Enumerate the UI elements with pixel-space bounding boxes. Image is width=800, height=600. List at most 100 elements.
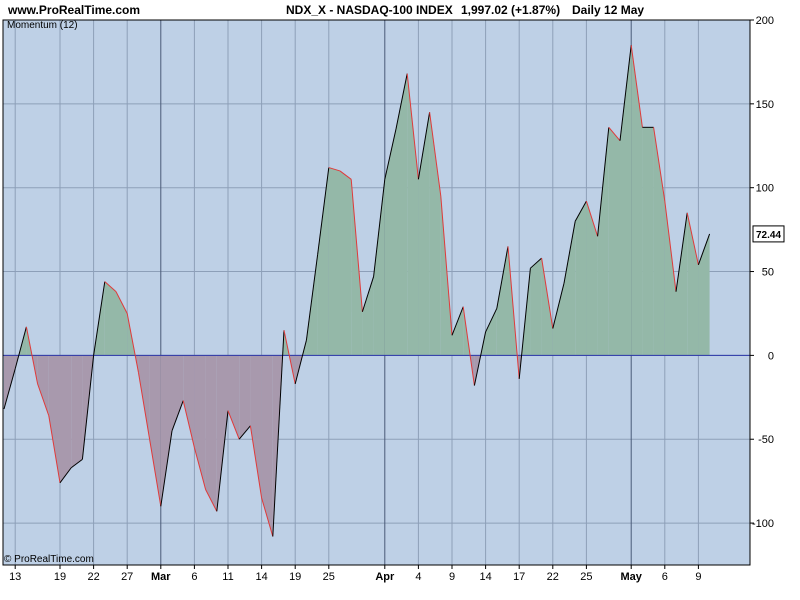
site-name: www.ProRealTime.com (7, 3, 140, 17)
x-tick-label: 11 (222, 571, 233, 583)
line-segment (507, 246, 520, 379)
last-value-box (752, 225, 785, 243)
x-tick-label: 22 (547, 571, 559, 583)
line-segment (440, 196, 453, 336)
area-segment (608, 127, 620, 356)
area-segment (564, 221, 576, 356)
line-segment (518, 268, 531, 379)
area-segment (597, 127, 609, 356)
area-segment (239, 355, 251, 440)
area-fill (4, 45, 710, 537)
line-segment (350, 179, 363, 312)
line-segment (283, 330, 296, 384)
area-segment (541, 258, 553, 356)
line-segment (193, 447, 207, 490)
line-segment (429, 112, 442, 197)
line-segment (630, 45, 643, 128)
x-tick-label: 6 (191, 571, 197, 583)
line-segment (272, 330, 285, 537)
area-segment (687, 212, 699, 356)
line-segment (227, 410, 240, 440)
line-segment (3, 368, 16, 410)
line-segment (417, 112, 431, 180)
line-segment (115, 291, 128, 314)
x-tick-label: May (620, 571, 642, 583)
area-segment (205, 355, 217, 512)
instrument-title: NDX_X - NASDAQ-100 INDEX (286, 3, 453, 17)
copyright: © ProRealTime.com (4, 554, 94, 565)
line-segment (697, 233, 711, 266)
area-segment (586, 201, 598, 356)
line-segment (406, 73, 419, 180)
line-segment (541, 258, 554, 329)
area-segment (351, 179, 363, 356)
x-tick-label: 14 (479, 571, 491, 583)
area-segment (37, 355, 49, 416)
line-segment (496, 246, 509, 309)
line-segment (530, 257, 542, 269)
line-segment (216, 410, 229, 512)
y-tick-label: 200 (756, 15, 774, 27)
area-segment (228, 355, 240, 440)
x-tick-label: 17 (513, 571, 525, 583)
y-tick-label: 100 (756, 183, 774, 195)
area-segment (216, 355, 228, 512)
area-segment (631, 45, 643, 356)
x-tick-label: 19 (54, 571, 66, 583)
area-segment (452, 306, 464, 356)
line-segment (149, 439, 162, 507)
area-segment (4, 355, 16, 410)
line-segment (664, 201, 677, 292)
area-segment (418, 112, 430, 356)
area-segment (496, 246, 508, 356)
x-tick-label: 6 (662, 571, 668, 583)
last-value-label: 72.44 (756, 230, 781, 241)
line-segment (205, 489, 218, 512)
line-segment (485, 308, 498, 333)
area-segment (407, 73, 419, 356)
area-segment (664, 201, 676, 356)
line-segment (473, 331, 487, 386)
line-segment (137, 372, 151, 440)
x-tick-label: 9 (449, 571, 455, 583)
area-segment (48, 355, 60, 483)
line-segment (14, 326, 27, 369)
last-value-badge: 72.44 (752, 225, 785, 243)
line-segment (261, 497, 274, 537)
line-segment (361, 276, 375, 312)
x-axis: 13 19 22 27 Mar 6 11 14 19 25 Apr 4 9 14 17 22 25 May 6 9 (9, 565, 701, 583)
line-segment (25, 326, 39, 384)
line-segment (675, 212, 688, 292)
x-tick-label: Apr (375, 571, 395, 583)
line-segment (563, 221, 576, 284)
line-segment (384, 128, 397, 180)
x-tick-label: 13 (9, 571, 21, 583)
y-tick-label: 0 (768, 350, 774, 362)
x-tick-label: 27 (121, 571, 133, 583)
y-axis: 200 150 100 50 0 -50 -100 (750, 15, 774, 530)
x-tick-label: 19 (289, 571, 301, 583)
area-segment (676, 212, 688, 356)
line-segment (608, 127, 621, 142)
area-segment (104, 281, 116, 356)
area-segment (552, 283, 564, 356)
area-segment (429, 112, 441, 356)
x-tick-label: 9 (695, 571, 701, 583)
line-segment (574, 200, 587, 222)
area-segment (384, 129, 396, 356)
area-segment (194, 355, 206, 490)
area-segment (160, 355, 172, 507)
area-segment (373, 179, 385, 356)
line-segment (619, 45, 632, 141)
price-change: 1,997.02 (+1.87%) (461, 3, 560, 17)
y-tick-label: -50 (758, 434, 774, 446)
x-tick-label: 25 (323, 571, 335, 583)
period-date: Daily 12 May (572, 3, 644, 17)
line-segment (93, 281, 106, 356)
area-segment (642, 127, 654, 356)
area-segment (362, 276, 374, 356)
indicator-title: Momentum (12) (7, 20, 78, 31)
line-segment (48, 415, 61, 483)
line-segment (294, 340, 307, 385)
line-segment (395, 73, 408, 130)
